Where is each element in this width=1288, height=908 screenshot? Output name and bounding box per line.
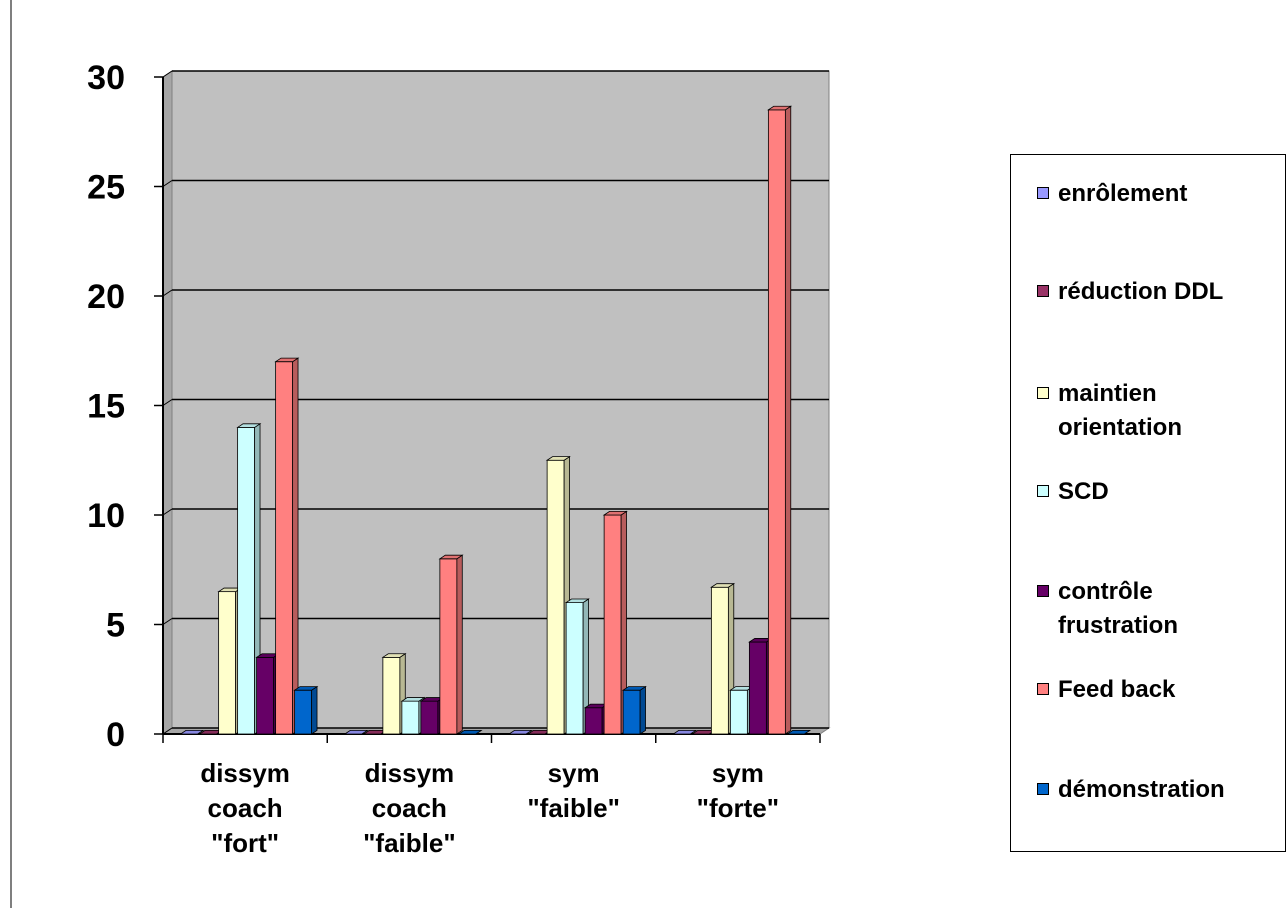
y-tick-label: 10 [87,497,125,535]
bar [343,730,369,735]
category-label-line: "forte" [697,793,779,823]
legend-swatch [1037,783,1049,795]
category-label-line: "faible" [363,828,456,858]
category-label: dissym coach "faible" [363,758,456,858]
category-label-line: "fort" [211,828,279,858]
bar-top [564,598,590,603]
bar-front [546,459,565,735]
bar-front [420,700,439,735]
y-tick-label: 30 [87,59,125,97]
y-tick-label: 20 [87,278,125,316]
bar-top [274,357,300,363]
legend-label: Feed back [1058,676,1176,703]
bar-side [639,685,646,735]
category-label: sym "faible" [527,758,620,823]
gridline-side [162,618,173,625]
gridline-side [162,70,173,78]
legend-swatch [1037,187,1049,199]
legend-swatch [1037,585,1049,597]
bar-front [401,700,420,735]
legend-swatch [1037,683,1049,695]
bar [602,510,628,735]
legend-label: enrôlement [1058,180,1188,207]
bar [381,653,407,735]
bar-front [710,586,729,735]
bar-front [256,656,275,735]
bar-top [381,653,407,658]
bar-top [179,730,205,735]
category-label-line: sym [712,758,764,788]
bar [564,598,590,735]
bar [274,357,300,735]
category-label: dissym coach "fort" [200,758,290,858]
bar-front [565,602,584,735]
legend-label: réduction DDL [1058,278,1224,305]
bar [786,730,812,735]
bar [767,105,793,735]
bar-top [545,456,571,461]
bar [293,685,319,735]
y-tick-label: 15 [87,388,125,426]
legend-label: SCD [1058,478,1109,505]
category-label-line: dissym [365,758,455,788]
bar-front [584,707,603,735]
chart-legend: enrôlement réduction DDL maintien orientat… [1010,154,1286,852]
bar-side [456,554,463,735]
left-border-line [10,0,12,908]
category-label-line: "faible" [527,793,620,823]
gridline-side [162,399,173,406]
legend-swatch [1037,285,1049,297]
bar [179,730,205,735]
bar-side [784,105,792,735]
category-label-line: coach [208,793,283,823]
y-tick-label: 25 [87,169,125,207]
bar-top [438,554,464,560]
bar [507,730,533,735]
legend-label: démonstration [1058,776,1225,803]
bar-front [237,426,256,735]
category-label-line: sym [548,758,600,788]
bar-top [236,423,262,428]
bar-top [507,730,533,735]
bar-top [786,730,812,735]
bar-front [748,641,767,735]
legend-label: maintien orientation [1058,380,1182,441]
gridline-side [162,180,173,187]
bar-top [343,730,369,735]
category-label-line: dissym [200,758,290,788]
gridline-side [162,508,173,516]
bar-side [311,685,318,735]
bar-top [767,105,793,111]
bar-front [439,558,458,735]
bar-front [603,514,622,735]
bar-top [621,686,647,691]
legend-swatch [1037,485,1049,497]
bar [457,730,483,735]
bar-top [293,686,319,691]
bar-side [292,357,299,735]
bar-front [294,689,313,735]
gridline-side [162,289,173,297]
bar-front [275,361,294,735]
category-label: sym "forte" [697,758,779,823]
bar-chart: 0 5 10 15 20 25 30 dissym coach "fort" dissym coach… [87,59,831,858]
bar-top [672,730,698,735]
legend-swatch [1037,387,1049,399]
bar-front [729,689,748,735]
bar [621,685,647,735]
bar-top [602,510,628,516]
y-tick-label: 0 [106,716,125,754]
bar-top [400,697,426,702]
bar-front [622,689,641,735]
bar-top [457,730,483,735]
bar [672,730,698,735]
bar-top [710,583,736,588]
legend-label: contrôle frustration [1058,578,1178,639]
bar-front [218,591,237,735]
bar-front [767,109,786,735]
bar-front [382,656,401,735]
bar [438,554,464,735]
y-tick-label: 5 [106,607,125,645]
category-label-line: coach [372,793,447,823]
